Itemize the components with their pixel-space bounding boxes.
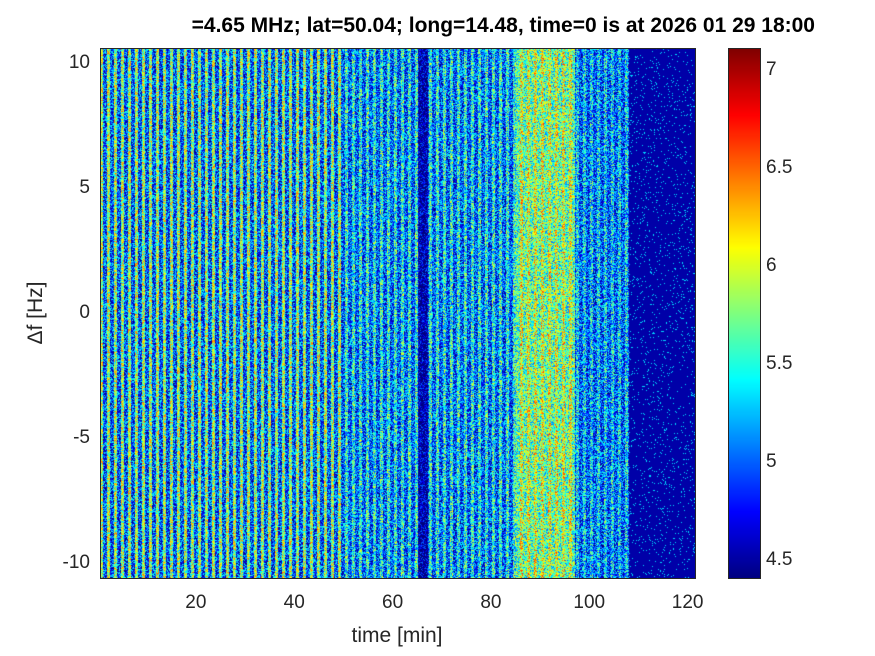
y-tick-label: 5 xyxy=(79,177,90,198)
colorbar-tick-label: 7 xyxy=(766,58,777,80)
colorbar-tick-label: 6.5 xyxy=(766,156,793,178)
x-tick-label: 60 xyxy=(382,592,404,613)
colorbar-tick-label: 5.5 xyxy=(766,353,793,375)
y-axis-label: Δf [Hz] xyxy=(24,281,47,345)
colorbar xyxy=(728,48,760,578)
x-tick-label: 100 xyxy=(573,592,606,613)
y-tick-label: -10 xyxy=(62,552,90,573)
y-tick-label: -5 xyxy=(73,427,90,448)
colorbar-tick-label: 5 xyxy=(766,451,777,473)
colorbar-tick-label: 6 xyxy=(766,254,777,276)
colorbar-tick-label: 4.5 xyxy=(766,549,793,571)
x-tick-label: 120 xyxy=(671,592,704,613)
y-tick-label: 0 xyxy=(79,302,90,323)
spectrogram-heatmap xyxy=(100,48,695,578)
x-tick-label: 20 xyxy=(185,592,207,613)
x-tick-label: 80 xyxy=(480,592,502,613)
y-tick-label: 10 xyxy=(68,52,90,73)
x-tick-label: 40 xyxy=(283,592,305,613)
x-axis-label: time [min] xyxy=(351,624,443,647)
